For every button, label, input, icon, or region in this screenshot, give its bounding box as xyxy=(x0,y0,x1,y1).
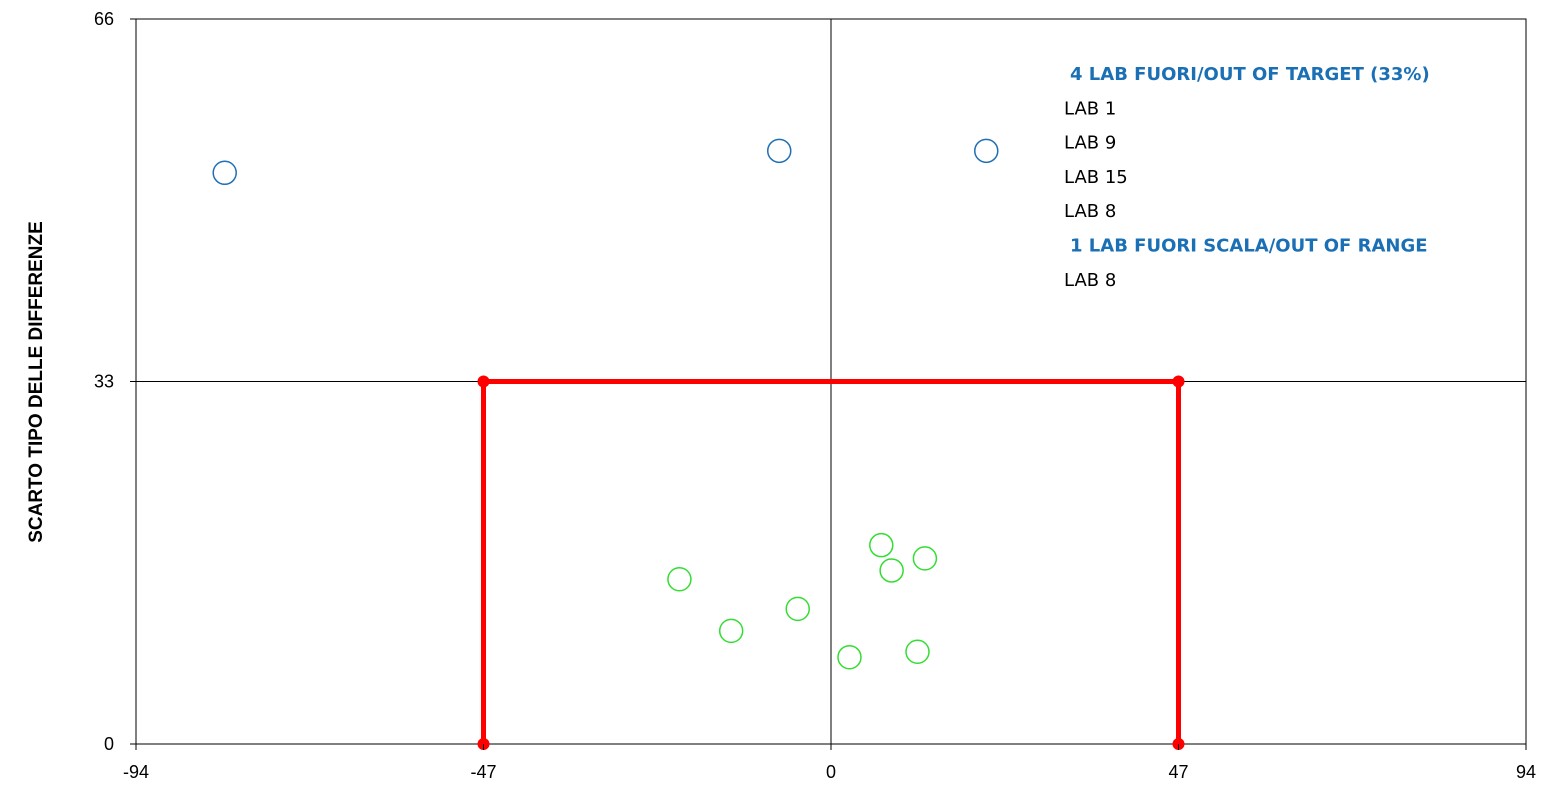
data-point xyxy=(212,160,237,186)
data-points xyxy=(212,138,999,670)
y-tick-label: 33 xyxy=(94,372,114,392)
data-point xyxy=(667,566,692,592)
data-point xyxy=(905,639,930,664)
annotation-item: LAB 9 xyxy=(1064,133,1116,154)
x-tick-label: -94 xyxy=(123,762,149,782)
target-box-corner xyxy=(1172,375,1185,388)
annotation-item: LAB 1 xyxy=(1064,98,1116,119)
axis-ticks: -94 -47 0 47 94 0 33 66 xyxy=(94,9,1536,782)
annotation-heading: 1 LAB FUORI SCALA/OUT OF RANGE xyxy=(1070,236,1428,257)
annotation-list: 4 LAB FUORI/OUT OF TARGET (33%) LAB 1 LAB … xyxy=(1064,64,1430,291)
x-tick-label: 94 xyxy=(1516,762,1536,782)
data-point xyxy=(974,138,999,164)
data-point xyxy=(912,546,938,571)
x-tick-label: 0 xyxy=(826,762,836,782)
data-point xyxy=(718,618,744,644)
data-point xyxy=(766,138,792,164)
data-point xyxy=(869,532,894,558)
y-tick-label: 66 xyxy=(94,9,114,29)
x-tick-label: 47 xyxy=(1168,762,1188,782)
annotation-item: LAB 8 xyxy=(1064,270,1116,291)
x-tick-label: -47 xyxy=(470,762,496,782)
annotation-item: LAB 8 xyxy=(1064,201,1116,222)
annotation-heading: 4 LAB FUORI/OUT OF TARGET (33%) xyxy=(1070,64,1430,85)
y-tick-label: 0 xyxy=(104,734,114,754)
target-box-corner xyxy=(477,375,490,388)
target-box-line xyxy=(481,379,1181,744)
y-axis-label: SCARTO TIPO DELLE DIFFERENZE xyxy=(26,221,47,543)
data-point xyxy=(837,644,862,670)
annotation-item: LAB 15 xyxy=(1064,167,1128,188)
data-point xyxy=(785,596,810,622)
data-point xyxy=(879,558,904,583)
